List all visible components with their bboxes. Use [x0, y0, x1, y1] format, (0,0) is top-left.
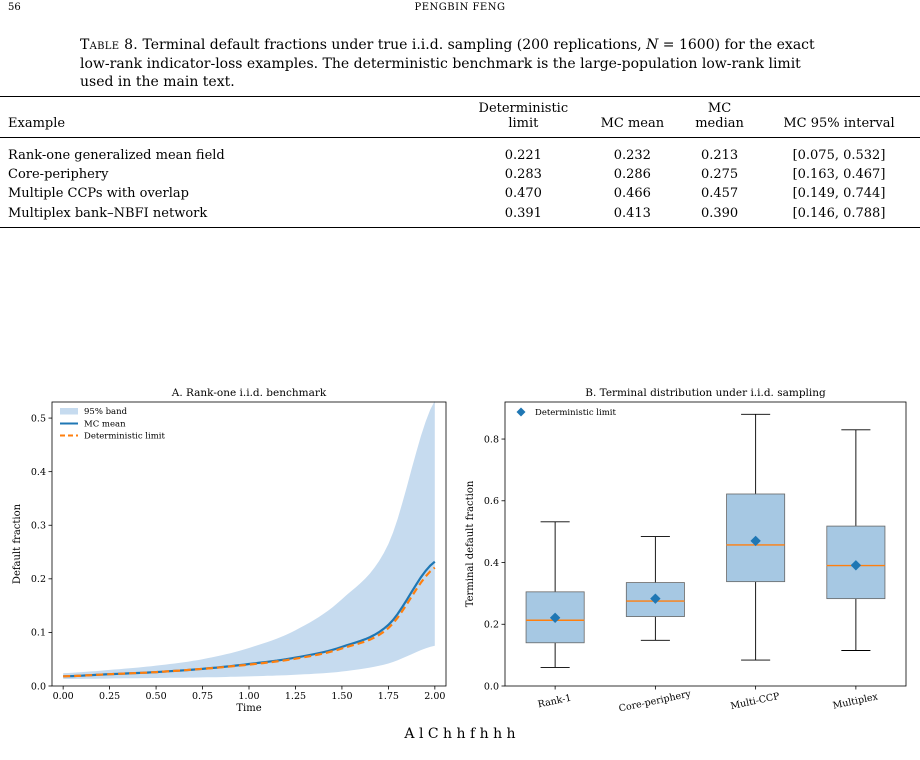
figure-svg: 0.00 0.25 0.50 0.75 1.00 1.25 1.50 1.75 2.00 0.0 0…: [12, 387, 907, 715]
y-tick-label-a: 0.5: [31, 413, 46, 424]
y-axis-label-b: Terminal default fraction: [465, 480, 476, 607]
results-table: Example Deterministic limit MC mean MC m…: [0, 96, 920, 228]
x-tick-label-a: 2.00: [424, 691, 445, 702]
x-tick-label-a: 1.75: [378, 691, 399, 702]
table-row: Multiple CCPs with overlap 0.470 0.466 0…: [0, 185, 920, 204]
cell: [0.075, 0.532]: [792, 148, 886, 163]
cell: 0.283: [504, 167, 542, 183]
legend-label-deterministic-b: Deterministic limit: [535, 408, 617, 418]
running-head: PENGBIN FENG: [414, 2, 506, 13]
x-tick-label-a: 1.50: [331, 691, 352, 702]
cell: 0.232: [613, 148, 651, 163]
table-row: Core-periphery 0.283 0.286 0.275 [0.163,…: [0, 166, 920, 185]
x-axis-label-a: Time: [236, 703, 261, 714]
table-row: Multiplex bank–NBFI network 0.391 0.413 …: [0, 203, 920, 228]
cell: Multiplex bank–NBFI network: [0, 203, 464, 228]
col-header-mc-median: MC median: [681, 96, 758, 138]
legend-label-mc-mean: MC mean: [84, 420, 126, 430]
col-header-deterministic: Deterministic limit: [463, 96, 584, 138]
caption-n-symbol: N: [646, 37, 659, 53]
axes-frame-b: [504, 401, 907, 687]
cell: 0.457: [700, 186, 739, 202]
band-95: [63, 400, 435, 679]
x-tick-label-b: Multi-CCP: [730, 691, 782, 712]
cell: 0.391: [463, 203, 584, 228]
caption-label: Table 8.: [80, 37, 139, 53]
y-tick-label-a: 0.4: [31, 467, 46, 478]
y-tick-label-a: 0.0: [31, 681, 46, 692]
cell: 0.221: [504, 148, 542, 163]
x-tick-label-a: 0.50: [145, 691, 166, 702]
y-tick-label-a: 0.2: [31, 574, 46, 585]
table-caption: Table 8. Terminal default fractions unde…: [80, 36, 830, 92]
x-tick-label-b: Core-periphery: [618, 688, 693, 714]
cell: Multiple CCPs with overlap: [8, 186, 189, 202]
figure: 0.00 0.25 0.50 0.75 1.00 1.25 1.50 1.75 2.00 0.0 0…: [0, 380, 920, 720]
x-tick-label-a: 1.00: [238, 691, 259, 702]
legend-swatch-band: [60, 408, 78, 415]
legend-label-band: 95% band: [84, 407, 128, 417]
col-header-mc-mean: MC mean: [583, 96, 682, 138]
x-tick-label-a: 0.00: [53, 691, 74, 702]
y-tick-label-b: 0.4: [484, 558, 499, 569]
cell: 0.390: [681, 203, 758, 228]
cell: 0.286: [613, 167, 651, 183]
cell: [0.146, 0.788]: [757, 203, 920, 228]
x-tick-label-a: 1.25: [285, 691, 306, 702]
col-header-mc-interval: MC 95% interval: [757, 96, 920, 138]
truncated-text-line: A l C h h f h h h: [404, 726, 516, 742]
x-tick-label-b: Rank-1: [537, 693, 573, 711]
deterministic-marker: [650, 593, 661, 604]
y-tick-label-a: 0.1: [31, 628, 46, 639]
cell: 0.413: [583, 203, 682, 228]
legend-label-deterministic: Deterministic limit: [84, 432, 166, 442]
cell: [0.163, 0.467]: [792, 167, 886, 183]
x-tick-label-a: 0.25: [99, 691, 120, 702]
series-line-deterministic: [63, 566, 436, 678]
cell: 0.470: [504, 186, 542, 202]
x-tick-label-b: Multiplex: [832, 691, 880, 711]
col-header-example: Example: [0, 96, 464, 138]
y-tick-label-b: 0.2: [484, 620, 499, 631]
y-axis-label-a: Default fraction: [12, 503, 23, 584]
cell: [0.149, 0.744]: [792, 186, 886, 202]
x-tick-label-a: 0.75: [192, 691, 213, 702]
legend-swatch-deterministic-b: [516, 407, 526, 417]
y-tick-label-b: 0.0: [484, 681, 499, 692]
caption-text-2: = 1600) for the exact low-rank indicator…: [80, 37, 815, 91]
y-tick-label-a: 0.3: [31, 521, 46, 532]
cell: Core-periphery: [8, 167, 109, 183]
y-tick-label-b: 0.8: [484, 434, 499, 445]
page-number: 56: [8, 2, 21, 13]
cell: 0.466: [613, 186, 651, 202]
caption-text-1: Terminal default fractions under true i.…: [142, 37, 647, 53]
table-row: Rank-one generalized mean field 0.221 0.…: [0, 138, 920, 166]
cell: 0.275: [700, 167, 739, 183]
chart-title-b: B. Terminal distribution under i.i.d. sa…: [585, 387, 826, 399]
series-line-mc-mean: [63, 560, 436, 678]
y-tick-label-b: 0.6: [484, 496, 499, 507]
cell: Rank-one generalized mean field: [8, 148, 225, 163]
chart-title-a: A. Rank-one i.i.d. benchmark: [171, 387, 327, 399]
cell: 0.213: [700, 148, 739, 163]
